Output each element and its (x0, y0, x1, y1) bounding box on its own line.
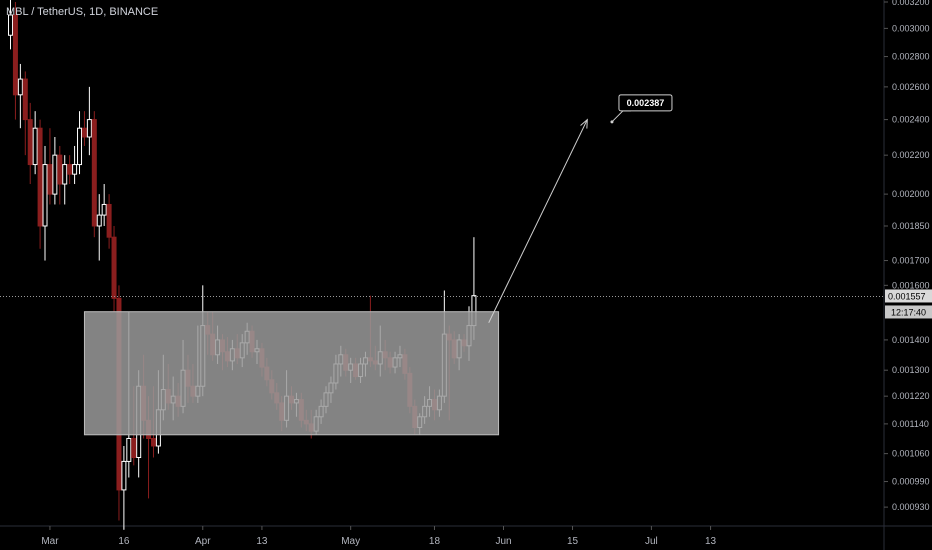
callout-box (618, 94, 673, 112)
candle-body (17, 78, 23, 96)
callout-pointer (611, 110, 631, 123)
candle-body (47, 164, 53, 195)
y-tick-label: 0.001400 (892, 335, 930, 345)
candle-body (126, 437, 132, 462)
x-tick-label: Apr (195, 536, 211, 547)
x-tick-label: 13 (705, 536, 717, 547)
y-tick-label: 0.002000 (892, 189, 930, 199)
x-tick-label: Jul (645, 536, 658, 547)
current-price-badge-bg (885, 289, 932, 303)
candle-body (101, 203, 107, 216)
y-tick-label: 0.002400 (892, 115, 930, 125)
projection-arrow-line (488, 119, 588, 323)
callout-label: 0.002387 (627, 98, 665, 108)
candle-body (150, 437, 156, 447)
countdown-badge: 12:17:40 (885, 305, 932, 319)
candle (52, 136, 58, 205)
x-axis: Mar 16 Apr 13 May 18 Jun 15 Jul 13 (41, 526, 717, 547)
candle (67, 155, 73, 185)
candle (17, 63, 23, 129)
candle-body (91, 119, 97, 227)
x-tick-label: 16 (118, 536, 130, 547)
candle-body (131, 437, 137, 459)
candle (81, 111, 87, 146)
price-callout: 0.002387 (610, 94, 673, 124)
candle-body (32, 127, 38, 166)
callout-anchor-dot (610, 120, 614, 124)
y-tick-label: 0.001060 (892, 449, 930, 459)
candle (96, 194, 102, 261)
projection-arrow-head (580, 118, 588, 129)
candles (8, 0, 477, 530)
y-tick-label: 0.001850 (892, 221, 930, 231)
y-tick-label: 0.003000 (892, 23, 930, 33)
candle-body (22, 78, 28, 121)
x-tick-label: Jun (495, 536, 511, 547)
candle-body (106, 203, 112, 238)
y-tick-label: 0.001700 (892, 256, 930, 266)
x-tick-label: 13 (256, 536, 268, 547)
y-tick-label: 0.000990 (892, 477, 930, 487)
candle (111, 225, 117, 312)
candle-body (52, 154, 58, 195)
candle-body (81, 127, 87, 138)
y-axis: 0.003200 0.003000 0.002800 0.002600 0.002400… (884, 0, 930, 512)
candle (101, 184, 107, 226)
y-tick-label: 0.002800 (892, 52, 930, 62)
countdown-label: 12:17:40 (891, 307, 926, 317)
current-price-badge: 0.001557 (885, 289, 932, 303)
candle-body (57, 154, 63, 185)
x-tick-label: Mar (41, 536, 59, 547)
candle-body (27, 119, 33, 166)
candle-body (12, 14, 18, 96)
candle (12, 2, 18, 120)
candle-body (72, 164, 78, 175)
candle-body (86, 119, 92, 138)
consolidation-zone (83, 311, 500, 436)
x-tick-label: 18 (429, 536, 441, 547)
candle (32, 111, 38, 175)
candle-body (62, 164, 68, 185)
candle-body (8, 14, 13, 36)
candle-body (111, 236, 117, 299)
candle-body (77, 127, 83, 166)
candle (47, 128, 53, 205)
y-tick-label: 0.001300 (892, 365, 930, 375)
x-tick-label: 15 (567, 536, 579, 547)
y-tick-label: 0.001220 (892, 391, 930, 401)
candle (72, 145, 78, 185)
candle-body (121, 460, 127, 491)
chart-title: MBL / TetherUS, 1D, BINANCE (6, 6, 159, 18)
candle-body (67, 164, 73, 175)
y-tick-label: 0.001600 (892, 280, 930, 290)
y-tick-label: 0.002200 (892, 150, 930, 160)
candle (42, 145, 48, 261)
candle (27, 102, 33, 185)
candle (91, 111, 97, 238)
y-tick-label: 0.001140 (892, 419, 929, 429)
candle (62, 155, 68, 205)
candle-body (37, 127, 43, 227)
candle (8, 0, 13, 50)
candle-body (42, 164, 48, 227)
y-tick-label: 0.002600 (892, 82, 930, 92)
candle (86, 86, 92, 156)
x-tick-label: May (341, 536, 360, 547)
candle (22, 71, 28, 156)
current-price-label: 0.001557 (888, 291, 926, 301)
candle (57, 145, 63, 205)
candle (121, 445, 127, 530)
countdown-badge-bg (885, 305, 932, 319)
y-tick-label: 0.000930 (892, 502, 930, 512)
candle (106, 194, 112, 249)
candle-body (96, 214, 102, 227)
candle (77, 111, 83, 175)
y-tick-label: 0.003200 (892, 0, 930, 7)
candle (37, 119, 43, 249)
